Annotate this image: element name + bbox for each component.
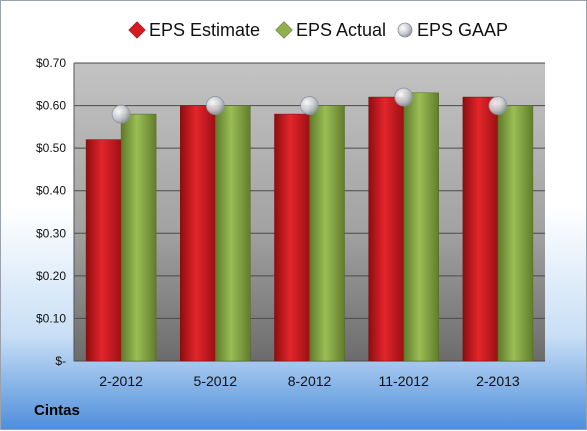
marker-eps-gaap xyxy=(111,104,131,124)
x-tick-label: 11-2012 xyxy=(379,373,430,389)
x-axis-ticks: 2-2012 5-2012 8-2012 11-2012 2-2013 xyxy=(99,373,520,389)
x-tick-label: 2-2013 xyxy=(476,373,520,389)
gaap-markers xyxy=(111,87,508,124)
bar-eps-actual xyxy=(403,92,439,362)
bar-eps-actual xyxy=(120,113,157,362)
x-tick-label: 5-2012 xyxy=(194,373,238,389)
legend-label: EPS Estimate xyxy=(149,20,260,40)
y-tick-label: $0.10 xyxy=(36,311,66,325)
bar-eps-actual xyxy=(215,105,251,362)
y-tick-label: $0.70 xyxy=(36,56,66,70)
company-label: Cintas xyxy=(34,402,80,419)
bar-eps-estimate xyxy=(274,113,310,362)
bar-eps-actual xyxy=(497,105,534,362)
bar-eps-estimate xyxy=(85,139,122,362)
legend-label: EPS Actual xyxy=(296,20,386,40)
y-tick-label: $- xyxy=(55,354,66,368)
bar-eps-actual xyxy=(309,105,345,362)
legend-marker xyxy=(397,22,413,38)
bar-eps-estimate xyxy=(368,96,404,362)
y-tick-label: $0.60 xyxy=(36,99,66,113)
y-tick-label: $0.20 xyxy=(36,269,66,283)
y-tick-label: $0.50 xyxy=(36,141,66,155)
y-axis-ticks: $- $0.10 $0.20 $0.30 $0.40 $0.50 $0.60 $0.70 xyxy=(36,56,66,368)
y-tick-label: $0.40 xyxy=(36,184,66,198)
legend: EPS Estimate EPS Actual EPS GAAP xyxy=(128,20,508,40)
marker-eps-gaap xyxy=(394,87,414,107)
bars xyxy=(85,92,534,362)
bar-eps-estimate xyxy=(180,105,216,362)
x-tick-label: 8-2012 xyxy=(288,373,332,389)
legend-label: EPS GAAP xyxy=(417,20,508,40)
legend-marker xyxy=(275,21,293,39)
marker-eps-gaap xyxy=(488,96,508,115)
bar-eps-estimate xyxy=(462,96,499,362)
y-tick-label: $0.30 xyxy=(36,226,66,240)
x-tick-label: 2-2012 xyxy=(99,373,143,389)
legend-marker xyxy=(128,21,146,39)
marker-eps-gaap xyxy=(300,96,319,115)
marker-eps-gaap xyxy=(205,96,225,115)
